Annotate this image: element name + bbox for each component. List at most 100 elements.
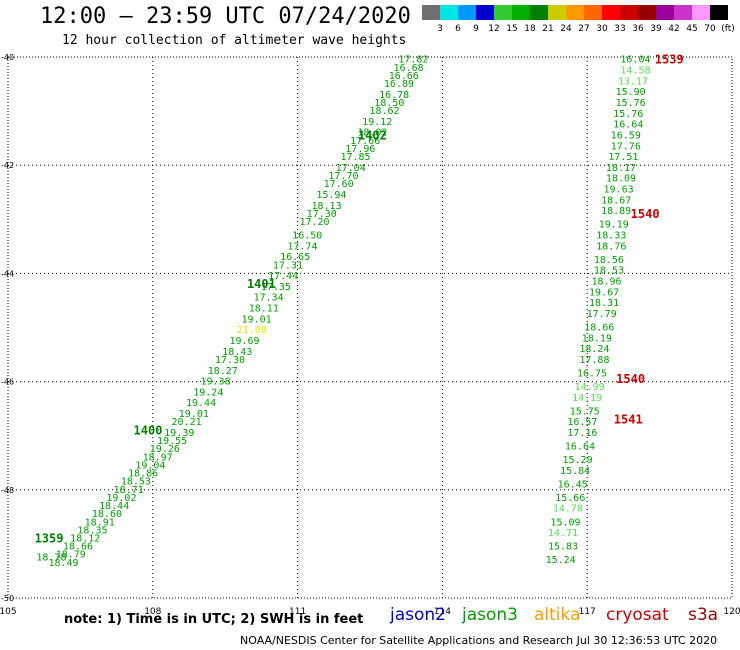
swh-value: 18.50	[374, 98, 404, 109]
swh-value: 18.53	[121, 477, 151, 488]
colorbar-label: 9	[473, 24, 479, 34]
swh-value: 15.24	[546, 555, 576, 566]
swh-value: 19.24	[193, 387, 223, 398]
swh-value: 18.53	[594, 266, 624, 277]
swh-value: 19.38	[200, 377, 230, 388]
x-tick-label: 111	[289, 607, 306, 617]
hour-label: 1540	[631, 207, 660, 221]
x-tick-label: 114	[434, 607, 451, 617]
swh-value: 18.33	[596, 231, 626, 242]
swh-value: 18.97	[143, 452, 173, 463]
swh-value: 19.69	[229, 336, 259, 347]
swh-value: 18.60	[92, 509, 122, 520]
swh-value: 18.89	[601, 206, 631, 217]
swh-value: 19.26	[150, 444, 180, 455]
colorbar-label: 24	[560, 24, 572, 34]
swh-value: 21.08	[237, 325, 267, 336]
swh-value: 17.04	[336, 163, 366, 174]
swh-value: 18.96	[591, 277, 621, 288]
swh-value: 17.30	[307, 209, 337, 220]
legend-item-cryosat: cryosat	[606, 605, 669, 625]
colorbar-label: 12	[488, 24, 500, 34]
x-tick-label: 117	[579, 607, 596, 617]
swh-value: 18.66	[63, 542, 93, 553]
swh-value: 15.84	[560, 466, 590, 477]
hour-label: 1402	[358, 128, 387, 142]
colorbar-swatch	[512, 5, 530, 20]
colorbar-swatch	[476, 5, 494, 20]
swh-value: 16.65	[280, 252, 310, 263]
swh-value: 17.66	[350, 136, 380, 147]
x-tick-label: 120	[723, 607, 740, 617]
swh-value: 17.70	[328, 171, 358, 182]
swh-value: 17.60	[324, 179, 354, 190]
swh-value: 18.24	[579, 344, 609, 355]
swh-value: 17.74	[287, 241, 317, 252]
legend-item-jason2: jason2	[390, 605, 446, 625]
swh-value: 19.19	[599, 220, 629, 231]
swh-value: 16.59	[611, 130, 641, 141]
swh-value: 17.82	[398, 55, 428, 66]
hour-label: 1401	[247, 277, 276, 291]
hour-label: 1400	[134, 423, 163, 437]
swh-value: 15.09	[550, 517, 580, 528]
y-tick-label: -50	[1, 594, 14, 603]
swh-value: 18.02	[357, 128, 387, 139]
colorbar-swatch	[548, 5, 566, 20]
swh-value: 18.11	[249, 304, 279, 315]
swh-value: 17.44	[268, 271, 298, 282]
swh-value: 19.63	[604, 185, 634, 196]
swh-value: 18.79	[56, 550, 86, 561]
y-tick-label: -48	[1, 486, 14, 495]
swh-value: 16.64	[565, 442, 595, 453]
swh-value: 15.66	[555, 493, 585, 504]
colorbar-label: 27	[578, 24, 590, 34]
swh-value: 16.66	[389, 71, 419, 82]
colorbar-label: 15	[506, 24, 518, 34]
map-frame	[7, 56, 733, 599]
y-tick-label: -44	[1, 269, 14, 278]
colorbar-label: 36	[632, 24, 644, 34]
colorbar-swatch	[458, 5, 476, 20]
legend-item-jason3: jason3	[462, 605, 518, 625]
colorbar-swatch	[602, 5, 620, 20]
colorbar-swatch	[638, 5, 656, 20]
swh-value: 16.04	[620, 55, 650, 66]
swh-value: 16.78	[379, 90, 409, 101]
swh-value: 15.76	[616, 98, 646, 109]
swh-value: 20.21	[172, 417, 202, 428]
swh-value: 13.17	[618, 76, 648, 87]
swh-value: 18.71	[114, 485, 144, 496]
colorbar-swatch	[422, 5, 440, 20]
swh-value: 18.12	[70, 533, 100, 544]
swh-value: 15.90	[616, 87, 646, 98]
swh-value: 19.39	[164, 428, 194, 439]
colorbar-swatch	[692, 5, 710, 20]
swh-value: 15.29	[562, 455, 592, 466]
colorbar-label: 30	[596, 24, 608, 34]
colorbar-label: 21	[542, 24, 554, 34]
swh-value: 18.86	[128, 469, 158, 480]
colorbar-label: 3	[437, 24, 443, 34]
swh-value: 18.67	[601, 195, 631, 206]
swh-value: 14.19	[572, 393, 602, 404]
colorbar-swatch	[710, 5, 728, 20]
colorbar-label: 18	[524, 24, 536, 34]
swh-value: 18.19	[582, 333, 612, 344]
units-note: note: 1) Time is in UTC; 2) SWH is in fe…	[64, 612, 364, 627]
colorbar-label: 42	[668, 24, 680, 34]
swh-value: 15.76	[613, 109, 643, 120]
hour-label: 1541	[614, 412, 643, 426]
swh-value: 14.99	[575, 382, 605, 393]
swh-value: 19.04	[135, 460, 165, 471]
swh-value: 18.78	[36, 552, 66, 563]
swh-value: 14.71	[548, 528, 578, 539]
swh-value: 15.75	[570, 406, 600, 417]
swh-value: 18.09	[606, 174, 636, 185]
colorbar-swatch	[494, 5, 512, 20]
y-tick-label: -42	[1, 161, 14, 170]
swh-value: 14.58	[620, 66, 650, 77]
swh-value: 16.50	[292, 231, 322, 242]
swh-value: 16.68	[394, 63, 424, 74]
swh-value: 18.49	[48, 558, 78, 569]
